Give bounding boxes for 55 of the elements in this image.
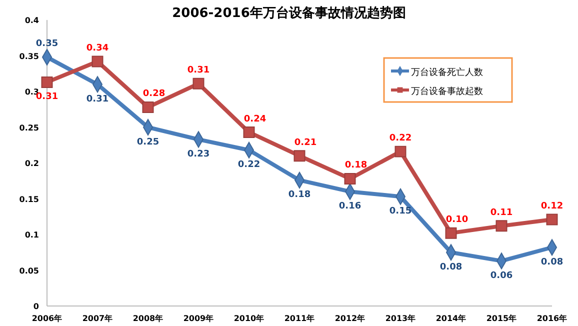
point [243,126,255,138]
data-label: 0.24 [244,114,266,124]
data-label: 0.06 [490,270,513,281]
y-tick-label: 0.2 [24,159,39,168]
data-label: 0.25 [136,137,160,148]
data-label: 0.31 [36,92,58,102]
data-label: 0.15 [389,206,412,217]
data-label: 0.35 [36,39,58,50]
x-tick-label: 2008年 [132,314,164,323]
point [92,56,104,68]
data-label: 0.12 [540,201,564,212]
data-label: 0.10 [446,215,468,226]
x-tick-label: 2006年 [32,314,62,323]
point [192,78,204,90]
x-tick-label: 2007年 [82,314,113,323]
point [344,172,356,184]
point [294,150,306,162]
x-tick-label: 2011年 [284,314,315,323]
data-label: 0.11 [490,208,513,218]
point [394,146,406,158]
chart-title: 2006-2016年万台设备事故情况趋势图 [172,5,406,21]
x-tick-label: 2016年 [536,314,568,323]
data-label: 0.08 [540,257,564,268]
data-label: 0.21 [294,138,317,148]
legend-label: 万台设备事故起数 [411,86,483,97]
y-tick-label: 0.15 [19,194,40,204]
data-label: 0.34 [86,43,109,54]
point [142,101,154,113]
data-label: 0.18 [344,160,368,171]
point [41,76,53,88]
y-tick-label: 0.1 [24,230,40,240]
data-label: 0.22 [389,134,412,144]
point [445,227,457,239]
legend-label: 万台设备死亡人数 [411,67,483,78]
data-label: 0.16 [338,202,362,212]
point [546,214,558,226]
y-tick-label: 0.4 [24,16,40,25]
data-label: 0.22 [238,160,260,170]
data-label: 0.31 [187,66,210,76]
x-tick-label: 2013年 [385,314,416,323]
y-tick-label: 0 [33,302,40,311]
x-tick-label: 2010年 [234,314,264,323]
data-label: 0.28 [142,89,166,100]
data-label: 0.23 [187,149,210,160]
data-label: 0.18 [288,190,311,200]
x-tick-label: 2014年 [436,314,466,323]
data-label: 0.31 [86,94,109,104]
x-tick-label: 2012年 [334,314,366,323]
y-tick-label: 0.35 [19,52,40,61]
data-label: 0.08 [440,262,462,272]
x-tick-label: 2009年 [183,314,214,323]
point [496,220,508,232]
x-tick-label: 2015年 [486,314,517,323]
y-tick-label: 0.05 [19,266,40,276]
y-tick-label: 0.25 [19,123,40,132]
